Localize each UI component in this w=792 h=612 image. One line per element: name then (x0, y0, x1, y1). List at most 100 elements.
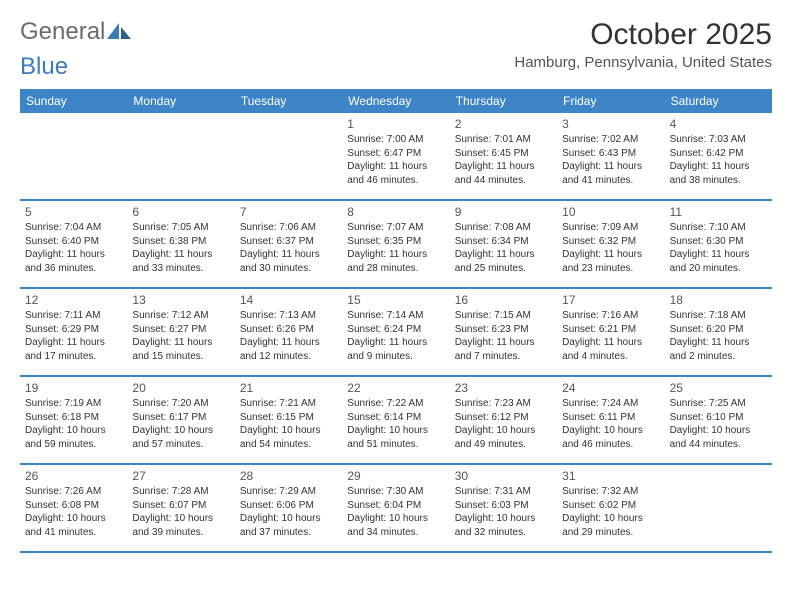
weekday-header: Tuesday (235, 89, 342, 113)
day-cell: 6Sunrise: 7:05 AMSunset: 6:38 PMDaylight… (127, 201, 234, 287)
daylight-line: Daylight: 10 hours and 46 minutes. (562, 424, 659, 451)
day-cell: 19Sunrise: 7:19 AMSunset: 6:18 PMDayligh… (20, 377, 127, 463)
week-row: 12Sunrise: 7:11 AMSunset: 6:29 PMDayligh… (20, 289, 772, 377)
day-number: 4 (670, 116, 767, 132)
sunrise-line: Sunrise: 7:20 AM (132, 397, 229, 411)
day-cell: 10Sunrise: 7:09 AMSunset: 6:32 PMDayligh… (557, 201, 664, 287)
day-number: 8 (347, 204, 444, 220)
day-number: 18 (670, 292, 767, 308)
daylight-line: Daylight: 10 hours and 29 minutes. (562, 512, 659, 539)
day-number: 25 (670, 380, 767, 396)
sunset-line: Sunset: 6:35 PM (347, 235, 444, 249)
day-number: 2 (455, 116, 552, 132)
day-number: 12 (25, 292, 122, 308)
day-cell: 15Sunrise: 7:14 AMSunset: 6:24 PMDayligh… (342, 289, 449, 375)
sunrise-line: Sunrise: 7:28 AM (132, 485, 229, 499)
day-cell (127, 113, 234, 199)
day-cell: 30Sunrise: 7:31 AMSunset: 6:03 PMDayligh… (450, 465, 557, 551)
day-cell: 11Sunrise: 7:10 AMSunset: 6:30 PMDayligh… (665, 201, 772, 287)
week-row: 19Sunrise: 7:19 AMSunset: 6:18 PMDayligh… (20, 377, 772, 465)
daylight-line: Daylight: 11 hours and 9 minutes. (347, 336, 444, 363)
sunset-line: Sunset: 6:04 PM (347, 499, 444, 513)
sunset-line: Sunset: 6:08 PM (25, 499, 122, 513)
sunset-line: Sunset: 6:34 PM (455, 235, 552, 249)
sunrise-line: Sunrise: 7:03 AM (670, 133, 767, 147)
day-cell: 9Sunrise: 7:08 AMSunset: 6:34 PMDaylight… (450, 201, 557, 287)
day-cell: 29Sunrise: 7:30 AMSunset: 6:04 PMDayligh… (342, 465, 449, 551)
day-number: 30 (455, 468, 552, 484)
day-number: 3 (562, 116, 659, 132)
day-cell: 20Sunrise: 7:20 AMSunset: 6:17 PMDayligh… (127, 377, 234, 463)
daylight-line: Daylight: 10 hours and 41 minutes. (25, 512, 122, 539)
day-number: 27 (132, 468, 229, 484)
sunrise-line: Sunrise: 7:12 AM (132, 309, 229, 323)
day-number: 5 (25, 204, 122, 220)
title-block: October 2025 Hamburg, Pennsylvania, Unit… (514, 18, 772, 71)
week-row: 5Sunrise: 7:04 AMSunset: 6:40 PMDaylight… (20, 201, 772, 289)
sunrise-line: Sunrise: 7:02 AM (562, 133, 659, 147)
month-title: October 2025 (514, 18, 772, 52)
daylight-line: Daylight: 10 hours and 59 minutes. (25, 424, 122, 451)
sunset-line: Sunset: 6:42 PM (670, 147, 767, 161)
day-number: 15 (347, 292, 444, 308)
sunset-line: Sunset: 6:43 PM (562, 147, 659, 161)
sunrise-line: Sunrise: 7:30 AM (347, 485, 444, 499)
daylight-line: Daylight: 11 hours and 38 minutes. (670, 160, 767, 187)
sunrise-line: Sunrise: 7:00 AM (347, 133, 444, 147)
day-cell (665, 465, 772, 551)
sunrise-line: Sunrise: 7:25 AM (670, 397, 767, 411)
day-cell: 7Sunrise: 7:06 AMSunset: 6:37 PMDaylight… (235, 201, 342, 287)
day-number: 29 (347, 468, 444, 484)
sunrise-line: Sunrise: 7:18 AM (670, 309, 767, 323)
logo-text-blue: Blue (20, 53, 68, 81)
day-cell: 27Sunrise: 7:28 AMSunset: 6:07 PMDayligh… (127, 465, 234, 551)
logo-sail-icon (107, 23, 133, 41)
sunset-line: Sunset: 6:18 PM (25, 411, 122, 425)
daylight-line: Daylight: 11 hours and 36 minutes. (25, 248, 122, 275)
day-cell: 28Sunrise: 7:29 AMSunset: 6:06 PMDayligh… (235, 465, 342, 551)
sunrise-line: Sunrise: 7:09 AM (562, 221, 659, 235)
sunset-line: Sunset: 6:24 PM (347, 323, 444, 337)
day-cell: 18Sunrise: 7:18 AMSunset: 6:20 PMDayligh… (665, 289, 772, 375)
sunset-line: Sunset: 6:11 PM (562, 411, 659, 425)
daylight-line: Daylight: 11 hours and 15 minutes. (132, 336, 229, 363)
daylight-line: Daylight: 10 hours and 37 minutes. (240, 512, 337, 539)
daylight-line: Daylight: 11 hours and 7 minutes. (455, 336, 552, 363)
daylight-line: Daylight: 11 hours and 4 minutes. (562, 336, 659, 363)
day-number: 21 (240, 380, 337, 396)
day-cell: 5Sunrise: 7:04 AMSunset: 6:40 PMDaylight… (20, 201, 127, 287)
day-cell: 4Sunrise: 7:03 AMSunset: 6:42 PMDaylight… (665, 113, 772, 199)
daylight-line: Daylight: 11 hours and 23 minutes. (562, 248, 659, 275)
sunrise-line: Sunrise: 7:32 AM (562, 485, 659, 499)
sunset-line: Sunset: 6:30 PM (670, 235, 767, 249)
sunrise-line: Sunrise: 7:13 AM (240, 309, 337, 323)
daylight-line: Daylight: 10 hours and 54 minutes. (240, 424, 337, 451)
day-cell: 25Sunrise: 7:25 AMSunset: 6:10 PMDayligh… (665, 377, 772, 463)
day-number: 16 (455, 292, 552, 308)
location: Hamburg, Pennsylvania, United States (514, 54, 772, 71)
day-number: 28 (240, 468, 337, 484)
logo-text-gray: General (20, 18, 105, 46)
day-number: 1 (347, 116, 444, 132)
day-number: 20 (132, 380, 229, 396)
daylight-line: Daylight: 11 hours and 33 minutes. (132, 248, 229, 275)
sunset-line: Sunset: 6:23 PM (455, 323, 552, 337)
day-cell: 21Sunrise: 7:21 AMSunset: 6:15 PMDayligh… (235, 377, 342, 463)
sunset-line: Sunset: 6:45 PM (455, 147, 552, 161)
sunset-line: Sunset: 6:17 PM (132, 411, 229, 425)
sunset-line: Sunset: 6:06 PM (240, 499, 337, 513)
day-number: 13 (132, 292, 229, 308)
day-cell (235, 113, 342, 199)
day-cell: 3Sunrise: 7:02 AMSunset: 6:43 PMDaylight… (557, 113, 664, 199)
daylight-line: Daylight: 10 hours and 39 minutes. (132, 512, 229, 539)
day-number: 14 (240, 292, 337, 308)
day-number: 23 (455, 380, 552, 396)
weekday-header: Monday (127, 89, 234, 113)
sunrise-line: Sunrise: 7:26 AM (25, 485, 122, 499)
day-cell: 23Sunrise: 7:23 AMSunset: 6:12 PMDayligh… (450, 377, 557, 463)
sunset-line: Sunset: 6:20 PM (670, 323, 767, 337)
daylight-line: Daylight: 11 hours and 20 minutes. (670, 248, 767, 275)
daylight-line: Daylight: 11 hours and 44 minutes. (455, 160, 552, 187)
sunset-line: Sunset: 6:32 PM (562, 235, 659, 249)
sunrise-line: Sunrise: 7:31 AM (455, 485, 552, 499)
